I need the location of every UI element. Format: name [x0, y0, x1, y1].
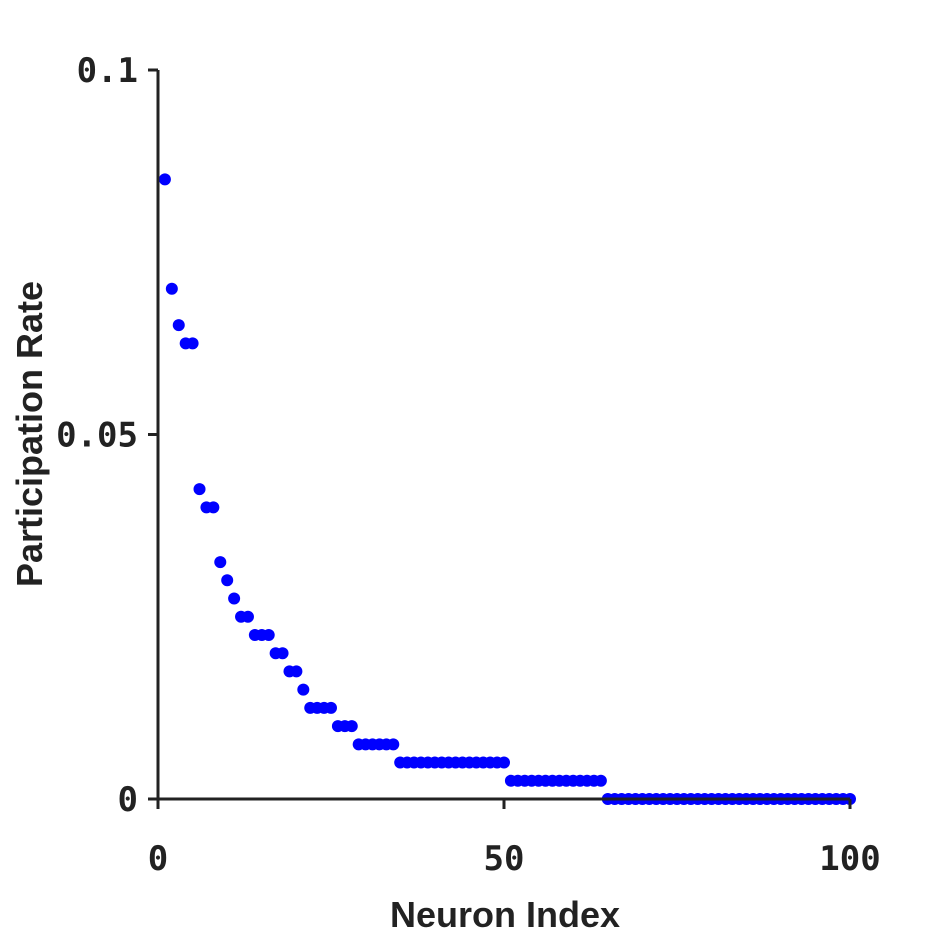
data-point [345, 720, 358, 733]
data-point [172, 319, 185, 332]
data-point [262, 628, 275, 641]
y-tick-label: 0.05 [56, 416, 138, 456]
data-point [158, 173, 171, 186]
data-point [325, 701, 337, 714]
data-point [165, 282, 178, 295]
data-point [290, 665, 303, 678]
plot-area [158, 173, 856, 805]
data-point [228, 592, 241, 605]
data-point [193, 483, 206, 496]
axes [156, 70, 850, 801]
data-point [207, 501, 220, 514]
x-tick-label: 100 [819, 839, 880, 879]
y-tick-label: 0.1 [77, 51, 138, 91]
x-tick-label: 0 [148, 839, 168, 879]
data-point [594, 774, 607, 787]
data-point [186, 337, 199, 350]
y-axis-title: Participation Rate [9, 281, 50, 587]
x-axis-title: Neuron Index [390, 894, 620, 935]
x-tick-label: 50 [484, 839, 525, 879]
ticks: 0 50 100 0 0.05 0.1 [56, 51, 881, 879]
data-point [498, 756, 510, 769]
data-point [276, 647, 289, 660]
y-tick-label: 0 [118, 780, 138, 820]
data-point [241, 610, 254, 623]
data-point [221, 574, 234, 587]
data-point [297, 683, 310, 696]
data-point [387, 738, 400, 751]
data-point [214, 556, 227, 569]
